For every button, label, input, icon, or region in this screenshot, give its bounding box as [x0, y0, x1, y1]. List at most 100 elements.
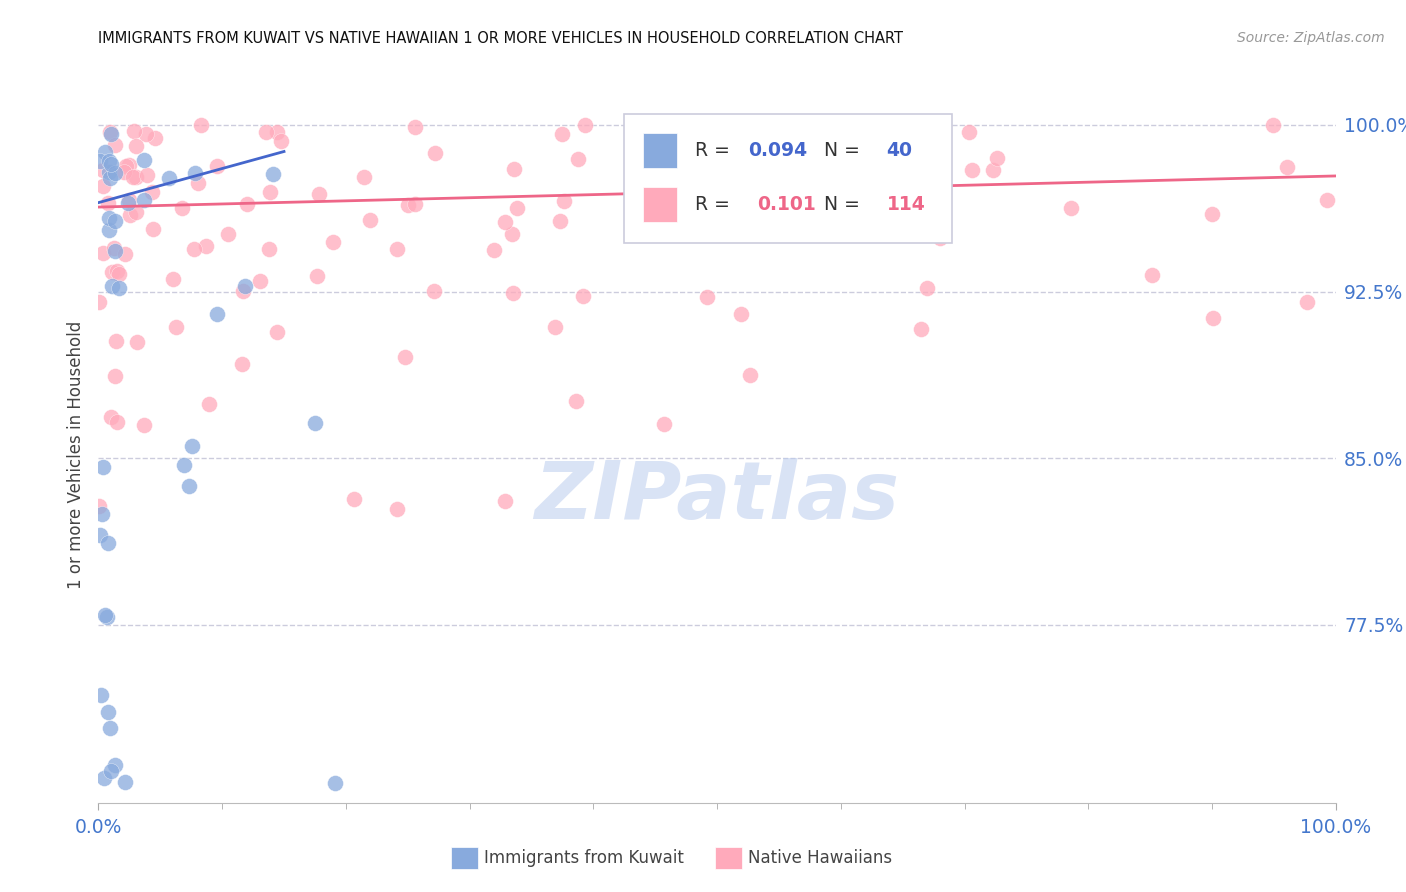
Point: [205, 159, 228, 173]
Point: [425, 146, 447, 161]
Point: [866, 125, 889, 139]
Point: [91, 162, 114, 177]
Point: [183, 242, 205, 256]
Point: [104, 166, 127, 180]
Point: [91, 460, 114, 475]
Point: [217, 227, 239, 241]
Point: [305, 268, 328, 283]
Point: [98, 153, 121, 168]
Point: [97, 535, 120, 549]
Point: [503, 161, 526, 176]
Point: [1060, 201, 1083, 215]
Point: [423, 284, 446, 298]
Point: [105, 415, 128, 429]
Point: [97, 211, 120, 226]
Point: [910, 322, 932, 336]
Point: [104, 244, 127, 259]
Point: [100, 409, 122, 424]
Point: [127, 334, 149, 349]
Point: [87, 294, 110, 309]
Point: [1296, 295, 1319, 310]
Point: [104, 758, 127, 772]
Point: [117, 196, 139, 211]
Point: [142, 222, 165, 236]
Point: [197, 396, 219, 410]
Point: [100, 127, 122, 141]
Point: [205, 307, 228, 321]
Point: [1315, 193, 1337, 207]
Point: [257, 242, 280, 256]
Point: [124, 124, 146, 138]
Point: [103, 241, 125, 255]
Point: [928, 231, 950, 245]
Point: [342, 492, 364, 507]
Point: [740, 368, 762, 382]
Point: [97, 195, 120, 210]
Point: [132, 417, 155, 432]
Point: [860, 128, 883, 142]
Point: [124, 204, 146, 219]
Point: [266, 125, 288, 139]
Text: 0.094: 0.094: [748, 141, 807, 161]
Text: N =: N =: [813, 195, 866, 214]
Point: [696, 290, 718, 304]
Text: IMMIGRANTS FROM KUWAIT VS NATIVE HAWAIIAN 1 OR MORE VEHICLES IN HOUSEHOLD CORREL: IMMIGRANTS FROM KUWAIT VS NATIVE HAWAIIA…: [98, 31, 904, 46]
Point: [117, 157, 139, 171]
Point: [177, 478, 200, 492]
Point: [114, 775, 136, 789]
Point: [120, 208, 142, 222]
FancyBboxPatch shape: [643, 187, 678, 222]
Point: [143, 131, 166, 145]
Point: [322, 235, 344, 250]
Point: [98, 223, 121, 237]
Point: [983, 163, 1005, 178]
Point: [105, 334, 128, 348]
Point: [394, 350, 416, 364]
Point: [114, 159, 136, 173]
Point: [104, 368, 127, 383]
Point: [1261, 118, 1284, 132]
Point: [190, 118, 212, 132]
FancyBboxPatch shape: [624, 114, 952, 243]
Point: [172, 201, 194, 215]
Text: Immigrants from Kuwait: Immigrants from Kuwait: [485, 849, 685, 867]
Point: [856, 204, 879, 219]
Point: [135, 127, 157, 141]
Text: ZIPatlas: ZIPatlas: [534, 458, 900, 536]
Point: [103, 213, 125, 227]
Point: [180, 439, 202, 453]
Point: [108, 281, 131, 295]
Point: [730, 307, 752, 321]
Point: [236, 197, 259, 211]
Point: [567, 152, 589, 166]
Point: [960, 163, 983, 178]
FancyBboxPatch shape: [451, 847, 478, 869]
Point: [266, 326, 288, 340]
Point: [194, 238, 217, 252]
Point: [494, 493, 516, 508]
Point: [574, 118, 596, 132]
Point: [135, 169, 157, 183]
Point: [718, 142, 741, 156]
Point: [353, 169, 375, 184]
Point: [270, 134, 292, 148]
Point: [1202, 311, 1225, 326]
Point: [824, 155, 846, 169]
Point: [112, 165, 135, 179]
Point: [957, 124, 980, 138]
Point: [165, 320, 187, 334]
Point: [93, 145, 115, 160]
Point: [323, 776, 346, 790]
Point: [1140, 268, 1163, 282]
Point: [911, 188, 934, 202]
Point: [652, 417, 675, 431]
Point: [494, 215, 516, 229]
Point: [404, 120, 426, 134]
Point: [1201, 207, 1223, 221]
Point: [385, 242, 408, 256]
Point: [304, 416, 326, 430]
Point: [134, 153, 156, 168]
Point: [90, 688, 112, 702]
Point: [553, 194, 575, 208]
Point: [231, 357, 253, 371]
